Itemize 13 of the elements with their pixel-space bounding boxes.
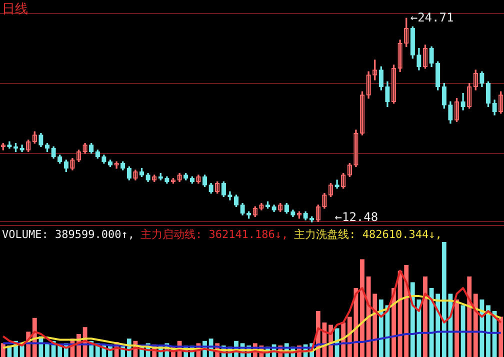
- bar: [360, 259, 364, 357]
- bar: [460, 305, 466, 357]
- bar: [20, 346, 24, 357]
- bar: [454, 300, 459, 357]
- bar: [498, 316, 504, 357]
- chart-title: 日线: [2, 1, 28, 18]
- annotation: ←12.48: [334, 210, 378, 224]
- text: 主力启动线: 362141.186↓,: [140, 228, 288, 241]
- annotation: ←24.71: [410, 10, 454, 24]
- text: VOLUME: 389599.000↑,: [2, 228, 134, 241]
- bar: [423, 276, 428, 357]
- bar: [45, 343, 50, 357]
- text: 主力洗盘线: 482610.344↓,: [294, 228, 442, 241]
